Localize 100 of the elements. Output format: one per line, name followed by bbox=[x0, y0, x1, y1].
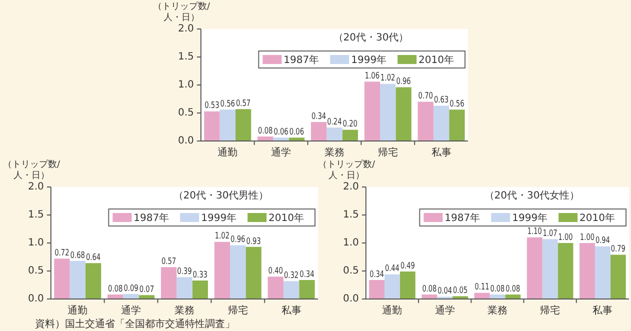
data-label: 0.08 bbox=[506, 283, 520, 294]
x-tick-label: 通学 bbox=[271, 146, 292, 159]
bar bbox=[380, 84, 396, 140]
bar bbox=[505, 294, 521, 298]
bar bbox=[418, 102, 434, 140]
y-axis-title: （トリップ数/ 人・日） bbox=[3, 160, 60, 182]
x-tick-label: 業務 bbox=[324, 146, 344, 159]
x-tick-label: 私事 bbox=[592, 304, 613, 317]
bar bbox=[542, 239, 558, 298]
bar bbox=[594, 246, 610, 298]
data-label: 0.44 bbox=[385, 263, 400, 274]
bar bbox=[326, 128, 342, 140]
bar bbox=[176, 277, 192, 298]
y-tick-label: 0.5 bbox=[342, 266, 359, 277]
bar bbox=[123, 294, 139, 298]
y-tick-label: 2.0 bbox=[342, 182, 359, 193]
y-tick-label: 1.0 bbox=[28, 238, 44, 249]
data-label: 0.32 bbox=[284, 270, 299, 280]
data-label: 1.00 bbox=[580, 232, 594, 242]
data-label: 0.34 bbox=[311, 110, 326, 122]
y-tick-label: 0.0 bbox=[342, 294, 359, 305]
data-label: 0.39 bbox=[177, 266, 192, 276]
y-tick-label: 1.5 bbox=[342, 210, 359, 221]
bar bbox=[396, 87, 412, 140]
data-label: 0.64 bbox=[86, 252, 101, 262]
legend-label: 1999年 bbox=[201, 212, 237, 224]
data-label: 0.56 bbox=[220, 98, 235, 109]
data-label: 1.00 bbox=[558, 232, 573, 242]
data-label: 0.53 bbox=[204, 100, 220, 110]
legend-label: 1987年 bbox=[444, 212, 480, 224]
bar bbox=[85, 263, 102, 298]
data-label: 0.06 bbox=[289, 126, 304, 137]
x-tick-label: 業務 bbox=[174, 304, 194, 317]
data-label: 0.34 bbox=[370, 268, 384, 280]
x-tick-label: 帰宅 bbox=[378, 146, 398, 159]
bar bbox=[288, 138, 305, 140]
bar bbox=[364, 82, 380, 140]
x-tick-label: 帰宅 bbox=[540, 304, 560, 317]
data-label: 0.11 bbox=[474, 282, 490, 292]
data-label: 0.08 bbox=[490, 283, 505, 294]
y-tick-label: 1.5 bbox=[28, 210, 44, 221]
x-tick-label: 通勤 bbox=[68, 304, 88, 317]
bar bbox=[558, 243, 574, 298]
data-label: 0.49 bbox=[400, 260, 415, 271]
data-label: 1.02 bbox=[214, 230, 230, 242]
bar bbox=[230, 245, 246, 298]
bar bbox=[54, 258, 70, 298]
legend-label: 2010年 bbox=[418, 54, 454, 66]
x-tick-label: 私事 bbox=[431, 146, 452, 159]
bar bbox=[283, 281, 300, 298]
data-label: 0.94 bbox=[595, 235, 610, 246]
data-label: 0.40 bbox=[268, 265, 283, 276]
bar bbox=[273, 138, 289, 140]
bar bbox=[384, 274, 400, 298]
data-label: 0.57 bbox=[236, 98, 251, 108]
data-label: 0.79 bbox=[610, 244, 626, 254]
data-label: 0.63 bbox=[434, 94, 449, 105]
data-label: 0.56 bbox=[450, 98, 464, 109]
y-axis-title: （トリップ数/ 人・日） bbox=[318, 160, 376, 182]
data-label: 0.20 bbox=[342, 118, 358, 129]
bar bbox=[610, 254, 626, 298]
bar bbox=[474, 292, 490, 298]
y-axis-title: （トリップ数/ 人・日） bbox=[153, 2, 210, 24]
data-label: 0.96 bbox=[396, 76, 411, 86]
legend-label: 1999年 bbox=[351, 54, 387, 66]
bar bbox=[220, 110, 236, 140]
bar bbox=[160, 267, 177, 298]
y-tick-label: 0.5 bbox=[178, 108, 194, 119]
data-label: 0.34 bbox=[300, 268, 314, 280]
bar bbox=[214, 242, 230, 298]
bar bbox=[246, 246, 262, 298]
x-tick-label: 業務 bbox=[487, 304, 508, 317]
data-label: 0.68 bbox=[70, 250, 85, 260]
data-label: 0.04 bbox=[438, 286, 452, 296]
y-tick-label: 0.0 bbox=[28, 294, 44, 305]
data-label: 0.93 bbox=[246, 236, 261, 246]
chart-subtitle: （20代・30代） bbox=[333, 32, 409, 44]
bar bbox=[192, 280, 208, 298]
data-label: 0.57 bbox=[161, 256, 176, 266]
data-label: 1.02 bbox=[380, 72, 396, 84]
bar bbox=[235, 109, 252, 140]
data-label: 0.96 bbox=[230, 234, 246, 244]
bar bbox=[580, 243, 595, 298]
data-label: 0.07 bbox=[139, 284, 154, 294]
data-label: 1.07 bbox=[542, 228, 558, 238]
bar bbox=[433, 106, 450, 140]
y-tick-label: 2.0 bbox=[28, 182, 44, 193]
bar bbox=[204, 111, 220, 140]
legend-label: 1987年 bbox=[284, 54, 320, 66]
bar bbox=[310, 122, 327, 140]
data-label: 0.24 bbox=[327, 116, 342, 127]
y-tick-label: 2.0 bbox=[178, 24, 194, 35]
data-label: 0.06 bbox=[274, 126, 288, 137]
bar bbox=[400, 272, 416, 298]
bar bbox=[449, 110, 465, 140]
data-label: 0.08 bbox=[258, 125, 273, 136]
legend-label: 1999年 bbox=[512, 212, 548, 224]
data-label: 0.05 bbox=[453, 285, 468, 296]
data-label: 0.09 bbox=[124, 282, 138, 294]
bar bbox=[526, 237, 542, 298]
